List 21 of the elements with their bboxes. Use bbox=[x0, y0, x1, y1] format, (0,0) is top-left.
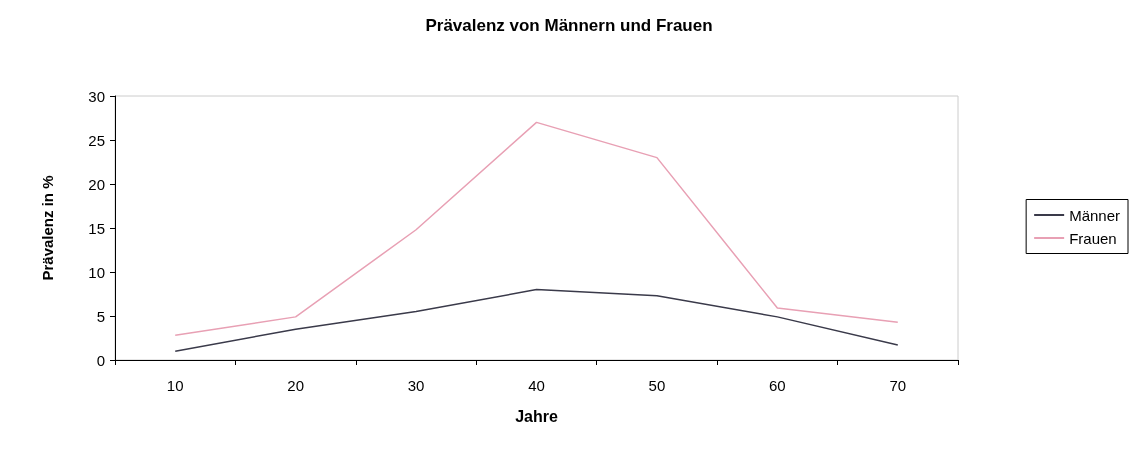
y-tick-label: 15 bbox=[88, 219, 105, 237]
legend-label: Männer bbox=[1069, 206, 1120, 224]
y-axis-title: Prävalenz in % bbox=[39, 175, 56, 281]
x-tick-label: 50 bbox=[648, 377, 666, 394]
x-tick-label: 20 bbox=[287, 377, 304, 394]
x-tick-label: 40 bbox=[528, 377, 545, 394]
y-tick-label: 10 bbox=[88, 263, 105, 281]
line-series bbox=[174, 288, 899, 352]
chart-title: Prävalenz von Männern und Frauen bbox=[425, 16, 713, 35]
y-tick-label: 0 bbox=[96, 351, 105, 369]
y-tick-label: 20 bbox=[88, 175, 105, 193]
y-tick-label: 5 bbox=[96, 307, 105, 325]
line-series bbox=[174, 121, 899, 337]
x-tick-label: 60 bbox=[769, 377, 786, 394]
legend-label: Frauen bbox=[1069, 229, 1117, 247]
y-tick-label: 25 bbox=[88, 131, 105, 149]
x-tick-label: 30 bbox=[407, 377, 425, 394]
y-tick-label: 30 bbox=[88, 87, 105, 105]
x-tick-label: 10 bbox=[166, 377, 184, 394]
x-tick-label: 70 bbox=[889, 377, 907, 394]
x-axis-title: Jahre bbox=[515, 407, 558, 425]
